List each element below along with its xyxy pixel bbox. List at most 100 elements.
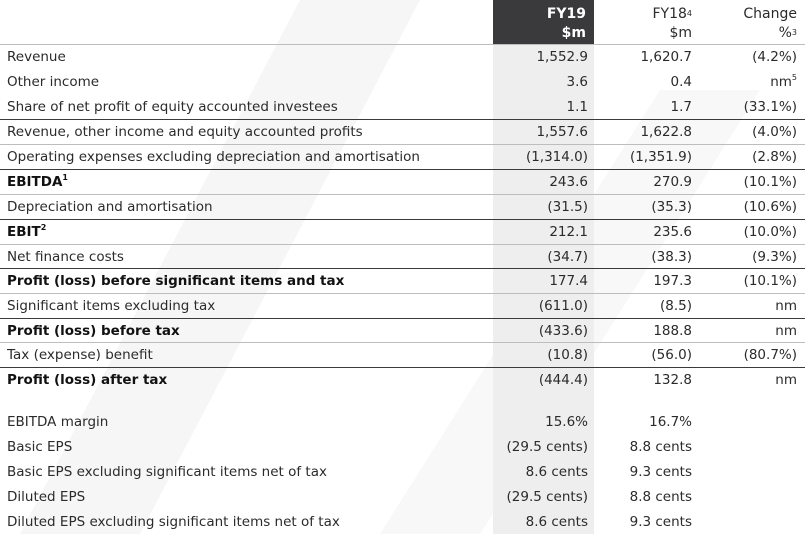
row-label: EBITDA1 <box>7 173 68 190</box>
table-row: Net finance costs (34.7) (38.3) (9.3%) <box>0 245 805 269</box>
subtotal-divider <box>0 367 805 368</box>
row-label-text: Significant items excluding tax <box>7 298 216 314</box>
fy18-value: 270.9 <box>653 174 692 190</box>
row-label: Operating expenses excluding depreciatio… <box>7 149 420 165</box>
row-label: Other income <box>7 74 99 90</box>
row-label-footnote: 1 <box>62 173 68 182</box>
row-label: Significant items excluding tax <box>7 298 215 314</box>
header-change-footnote: 3 <box>791 28 797 37</box>
row-label-footnote: 2 <box>40 223 47 232</box>
fy18-value: 132.8 <box>653 372 692 388</box>
header-fy18-year: FY18 <box>652 6 687 22</box>
table-row: EBITDA1 243.6 270.9 (10.1%) <box>0 170 805 194</box>
fy19-value: 15.6% <box>545 414 588 430</box>
fy19-value: 243.6 <box>549 174 588 190</box>
header-change-label: Change <box>743 6 797 22</box>
fy19-value: (29.5 cents) <box>506 489 589 505</box>
row-label: Profit (loss) after tax <box>7 372 167 388</box>
row-divider <box>0 194 805 195</box>
row-label-text: Basic EPS excluding significant items ne… <box>7 464 327 480</box>
row-label: Revenue <box>7 49 66 65</box>
change-value: (10.1%) <box>700 174 797 190</box>
table-row: Diluted EPS excluding significant items … <box>0 510 805 534</box>
row-label: Diluted EPS <box>7 489 85 505</box>
subtotal-divider <box>0 169 805 170</box>
fy18-value: 1,620.7 <box>640 49 692 65</box>
change-value-text: (10.1%) <box>743 273 797 289</box>
header-fy18: FY184 $m <box>596 0 697 44</box>
fy18-value: 235.6 <box>653 224 692 240</box>
row-divider <box>0 342 805 343</box>
table-row: Tax (expense) benefit (10.8) (56.0) (80.7%) <box>0 343 805 367</box>
change-value-text: (80.7%) <box>743 347 797 363</box>
change-value-text: (2.8%) <box>752 149 797 165</box>
row-divider <box>0 244 805 245</box>
fy19-value: (444.4) <box>538 372 588 388</box>
row-label: EBIT2 <box>7 223 47 240</box>
change-value: (33.1%) <box>700 99 797 115</box>
fy19-value: (31.5) <box>547 199 588 215</box>
row-label-text: Profit (loss) before tax <box>7 323 180 339</box>
table-row: Revenue 1,552.9 1,620.7 (4.2%) <box>0 45 805 69</box>
table-row: EBIT2 212.1 235.6 (10.0%) <box>0 220 805 244</box>
table-row: Profit (loss) after tax (444.4) 132.8 nm <box>0 368 805 392</box>
subtotal-divider <box>0 318 805 319</box>
change-value: (2.8%) <box>700 149 797 165</box>
fy19-value: 3.6 <box>566 74 588 90</box>
change-value: (10.6%) <box>700 199 797 215</box>
change-value: (4.0%) <box>700 124 797 140</box>
row-label-text: Revenue <box>7 49 66 65</box>
fy19-value: (34.7) <box>547 249 588 265</box>
fy19-value: (611.0) <box>538 298 588 314</box>
fy18-value: 9.3 cents <box>629 514 692 530</box>
row-label: Depreciation and amortisation <box>7 199 213 215</box>
row-label: Share of net profit of equity accounted … <box>7 99 338 115</box>
row-label-text: Diluted EPS excluding significant items … <box>7 514 340 530</box>
row-label-text: Other income <box>7 74 100 90</box>
header-fy18-unit: $m <box>669 25 692 41</box>
fy19-value: 177.4 <box>549 273 588 289</box>
subtotal-divider <box>0 119 805 120</box>
header-change: Change %3 <box>700 0 805 44</box>
change-value-text: nm <box>775 372 797 388</box>
table-row: Significant items excluding tax (611.0) (8… <box>0 294 805 318</box>
row-label-text: EBITDA margin <box>7 414 109 430</box>
change-value: nm <box>700 323 797 339</box>
fy18-value: 16.7% <box>649 414 692 430</box>
change-value-text: (10.0%) <box>743 224 797 240</box>
fy19-value: 8.6 cents <box>525 514 588 530</box>
row-label: Profit (loss) before tax <box>7 323 180 339</box>
row-label: Diluted EPS excluding significant items … <box>7 514 340 530</box>
table-row: Profit (loss) before tax (433.6) 188.8 nm <box>0 319 805 343</box>
row-label-text: Diluted EPS <box>7 489 86 505</box>
row-divider <box>0 44 805 45</box>
table-row: Revenue, other income and equity account… <box>0 120 805 144</box>
fy18-value: 0.4 <box>670 74 692 90</box>
change-value-text: (10.1%) <box>743 174 797 190</box>
change-footnote: 5 <box>791 73 797 82</box>
fy19-value: 1.1 <box>566 99 588 115</box>
change-value: (9.3%) <box>700 249 797 265</box>
change-value: nm <box>700 298 797 314</box>
fy18-value: 1,622.8 <box>640 124 692 140</box>
row-label-text: EBITDA <box>7 174 63 190</box>
change-value: (10.0%) <box>700 224 797 240</box>
subtotal-divider <box>0 268 805 269</box>
change-value-text: nm <box>775 298 797 314</box>
fy18-value: (1,351.9) <box>629 149 692 165</box>
row-label-text: Tax (expense) benefit <box>7 347 153 363</box>
table-row: Basic EPS (29.5 cents) 8.8 cents <box>0 435 805 459</box>
fy19-value: (433.6) <box>538 323 588 339</box>
row-label-text: Share of net profit of equity accounted … <box>7 99 338 115</box>
fy18-value: (8.5) <box>659 298 692 314</box>
row-label: Net finance costs <box>7 249 124 265</box>
table-row: Other income 3.6 0.4 nm5 <box>0 70 805 94</box>
fy18-value: 8.8 cents <box>629 439 692 455</box>
subtotal-divider <box>0 219 805 220</box>
row-label: Basic EPS excluding significant items ne… <box>7 464 327 480</box>
fy19-value: 212.1 <box>549 224 588 240</box>
row-label-text: Profit (loss) after tax <box>7 372 168 388</box>
table-row: Share of net profit of equity accounted … <box>0 95 805 119</box>
row-label-text: Profit (loss) before significant items a… <box>7 273 345 289</box>
